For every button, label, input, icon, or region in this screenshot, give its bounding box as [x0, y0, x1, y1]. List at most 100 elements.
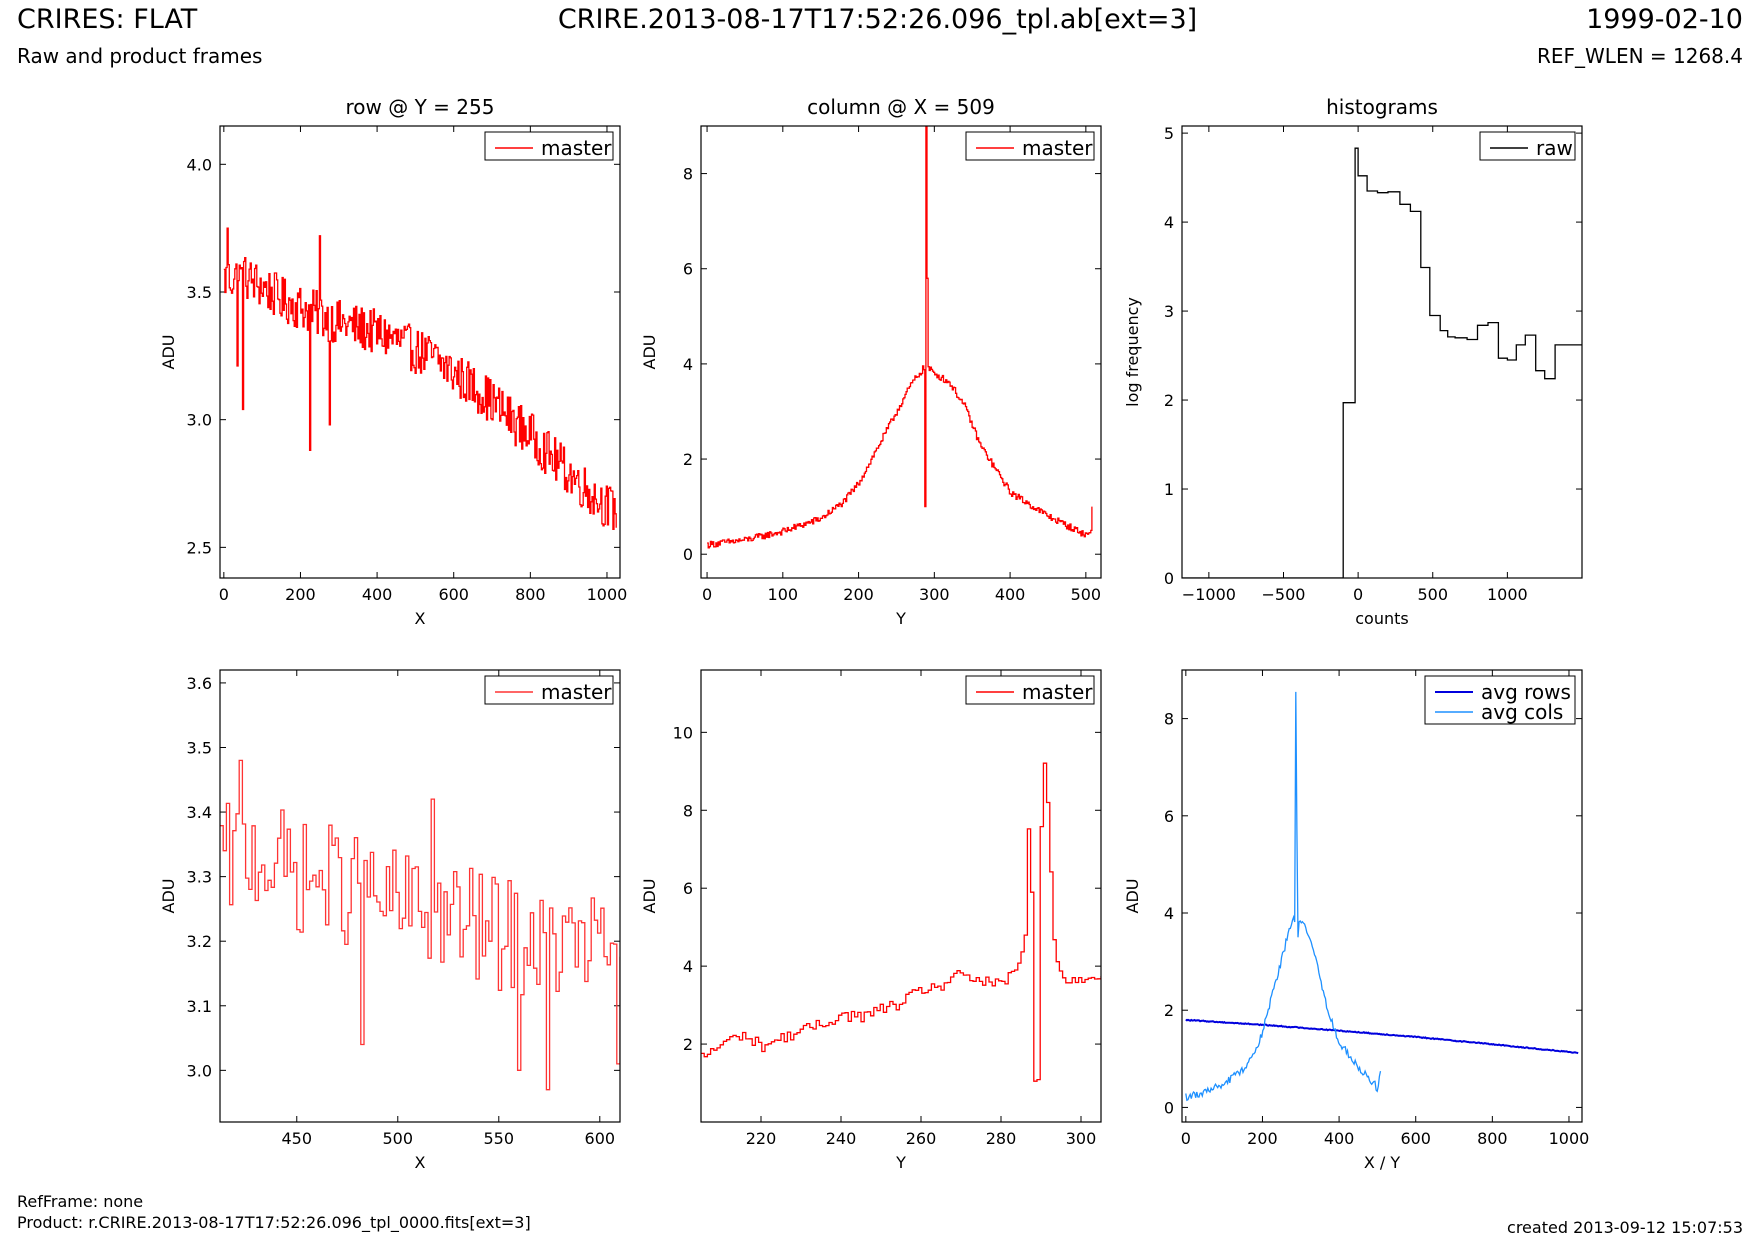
x-tick-label: 400 [995, 585, 1026, 604]
plot-frame [1181, 125, 1583, 579]
ref-wlen-label: REF_WLEN = 1268.4 [1536, 44, 1743, 68]
series-line-avg-cols [1185, 691, 1382, 1102]
y-tick-label: 0 [1164, 1098, 1174, 1117]
legend-label: master [541, 680, 612, 704]
series-line-master [223, 227, 617, 530]
y-axis-label: ADU [1123, 879, 1142, 914]
legend-box [965, 675, 1095, 705]
y-tick-label: 0 [1164, 569, 1174, 588]
y-tick-label: 0 [683, 545, 693, 564]
x-tick-label: 0 [702, 585, 712, 604]
created-timestamp: created 2013-09-12 15:07:53 [1507, 1218, 1743, 1237]
page-subtitle: Raw and product frames [17, 44, 263, 68]
x-tick-label: 550 [484, 1129, 515, 1148]
legend-box [965, 131, 1095, 161]
chart-panel-3: histograms −1000 −500 0 500 1000 0 1 2 3 4 5 counts l… [1123, 95, 1583, 628]
x-tick-label: 800 [1477, 1129, 1508, 1148]
y-tick-label: 2 [683, 450, 693, 469]
x-tick-label: 0 [1353, 585, 1363, 604]
chart-panel-2: column @ X = 509 0 100 200 300 400 500 0 2 4 6 8 Y AD… [640, 95, 1102, 628]
x-tick-label: 600 [585, 1129, 616, 1148]
legend-label: raw [1536, 136, 1573, 160]
y-tick-label: 2 [1164, 1001, 1174, 1020]
y-tick-label: 8 [1164, 710, 1174, 729]
legend-box [1479, 131, 1576, 161]
series-line-master [220, 759, 620, 1091]
x-axis-label: counts [1355, 609, 1408, 628]
series-group [701, 762, 1101, 1082]
x-tick-label: −500 [1262, 585, 1306, 604]
x-tick-label: 500 [1071, 585, 1102, 604]
y-tick-label: 3.5 [187, 283, 212, 302]
date-label: 1999-02-10 [1586, 4, 1743, 35]
series-group [707, 126, 1093, 549]
legend-box [484, 675, 614, 705]
y-tick-label: 10 [673, 723, 693, 742]
x-tick-label: 1000 [1487, 585, 1528, 604]
legend: master [484, 131, 614, 161]
legend: master [965, 675, 1095, 705]
x-tick-label: 300 [1066, 1129, 1097, 1148]
y-tick-label: 4 [683, 957, 693, 976]
series-line-master [707, 126, 1093, 549]
chart-title: row @ Y = 255 [346, 95, 495, 119]
y-tick-label: 6 [1164, 807, 1174, 826]
x-tick-label: 400 [1324, 1129, 1355, 1148]
x-tick-label: 400 [362, 585, 393, 604]
y-tick-label: 6 [683, 260, 693, 279]
y-tick-label: 6 [683, 879, 693, 898]
x-axis-label: X / Y [1364, 1153, 1401, 1172]
y-axis-label: log frequency [1123, 297, 1142, 407]
x-tick-label: 0 [219, 585, 229, 604]
legend-label: master [1022, 680, 1093, 704]
series-group [223, 227, 617, 530]
y-tick-label: 2.5 [187, 538, 212, 557]
page-title: CRIRES: FLAT [17, 4, 198, 35]
x-axis-label: Y [895, 609, 906, 628]
series-line-raw [1182, 147, 1582, 578]
y-axis-label: ADU [640, 335, 659, 370]
x-tick-label: 600 [438, 585, 469, 604]
plot-frame [1181, 669, 1583, 1123]
x-axis-label: X [415, 609, 426, 628]
x-tick-label: 200 [285, 585, 316, 604]
legend-label: master [1022, 136, 1093, 160]
x-tick-label: 450 [281, 1129, 312, 1148]
x-tick-label: 260 [906, 1129, 937, 1148]
x-tick-label: 300 [919, 585, 950, 604]
y-tick-label: 8 [683, 801, 693, 820]
legend-label: master [541, 136, 612, 160]
y-tick-label: 4 [1164, 213, 1174, 232]
x-tick-label: 1000 [1549, 1129, 1590, 1148]
y-tick-label: 3.2 [187, 932, 212, 951]
y-tick-label: 3.3 [187, 868, 212, 887]
x-tick-label: 600 [1400, 1129, 1431, 1148]
y-tick-label: 4.0 [187, 155, 212, 174]
y-tick-label: 3.6 [187, 674, 212, 693]
y-tick-label: 5 [1164, 124, 1174, 143]
chart-panel-1: row @ Y = 255 0 200 400 600 800 1000 2.5 3.0 3.5 4… [159, 95, 627, 628]
y-tick-label: 2 [683, 1035, 693, 1054]
series-line-avg-rows [1185, 1018, 1579, 1055]
x-axis-label: Y [895, 1153, 906, 1172]
chart-title: column @ X = 509 [807, 95, 995, 119]
legend-label: avg cols [1481, 700, 1563, 724]
y-tick-label: 2 [1164, 391, 1174, 410]
y-tick-label: 3.4 [187, 803, 212, 822]
y-tick-label: 3 [1164, 302, 1174, 321]
y-tick-label: 4 [1164, 904, 1174, 923]
series-group [1182, 147, 1582, 578]
series-group [1185, 691, 1579, 1102]
x-tick-label: 0 [1181, 1129, 1191, 1148]
plot-frame [219, 125, 621, 579]
plot-frame [700, 125, 1102, 579]
chart-panel-5: 220 240 260 280 300 2 4 6 8 10 Y ADU master [640, 669, 1102, 1172]
y-tick-label: 1 [1164, 480, 1174, 499]
x-tick-label: 1000 [587, 585, 628, 604]
y-tick-label: 4 [683, 355, 693, 374]
x-tick-label: −1000 [1182, 585, 1236, 604]
x-tick-label: 500 [1417, 585, 1448, 604]
legend: master [965, 131, 1095, 161]
